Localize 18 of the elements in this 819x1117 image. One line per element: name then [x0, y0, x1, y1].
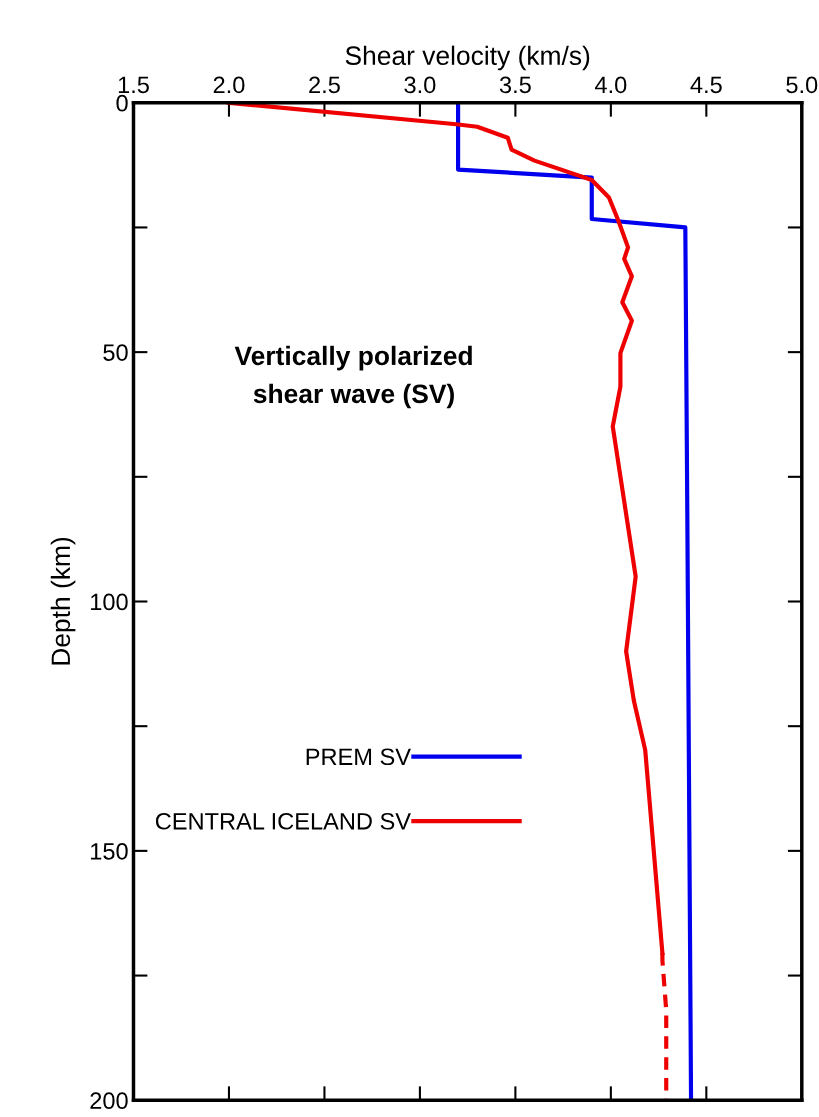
y-tick-label: 100 — [91, 593, 128, 611]
y-axis-title: Depth (km) — [50, 537, 76, 665]
x-tick-label: 2.0 — [213, 76, 245, 94]
x-tick-label: 2.5 — [309, 76, 340, 94]
x-tick-label: 5.0 — [786, 76, 818, 94]
x-axis-title: Shear velocity (km/s) — [345, 45, 590, 71]
legend-label: PREM SV — [306, 748, 411, 766]
y-tick-label: 50 — [103, 344, 128, 361]
y-tick-label: 0 — [116, 94, 128, 112]
y-tick-label: 200 — [90, 1092, 128, 1110]
y-tick-label: 150 — [91, 842, 128, 860]
x-tick-label: 4.0 — [594, 76, 627, 94]
x-tick-label: 3.0 — [404, 76, 436, 94]
annotation: Vertically polarized shear wave (SV) — [234, 345, 472, 409]
x-tick-label: 4.5 — [690, 76, 722, 94]
x-tick-label: 3.5 — [499, 76, 531, 94]
x-tick-label: 1.5 — [118, 76, 149, 94]
legend-label: CENTRAL ICELAND SV — [155, 812, 411, 830]
